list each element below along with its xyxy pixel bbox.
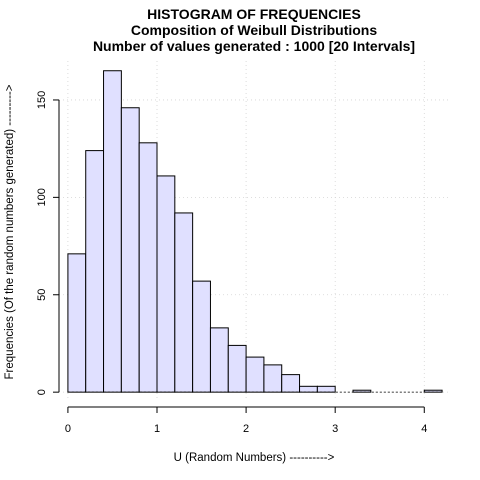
y-tick-label: 0 [36, 389, 48, 395]
histogram-bar [138, 142, 158, 393]
x-tick-label: 4 [421, 423, 427, 435]
histogram-bar [120, 107, 140, 393]
histogram-bar [245, 356, 265, 393]
y-axis-label: Frequencies (Of the random numbers gener… [4, 84, 16, 379]
x-axis-label: U (Random Numbers) ----------> [174, 452, 335, 464]
histogram-bar [352, 389, 372, 393]
histogram-bar [316, 385, 336, 393]
histogram-bar [103, 70, 122, 393]
x-tick-label: 3 [332, 423, 338, 435]
histogram-bar [192, 280, 211, 393]
x-axis: 0 1 2 3 4 [65, 406, 427, 435]
histogram-bar [85, 150, 105, 393]
chart-subtitle-count: Number of values generated : 1000 [20 In… [93, 38, 415, 54]
y-tick-label: 100 [36, 188, 48, 206]
histogram-bar [263, 364, 283, 393]
chart-title: HISTOGRAM OF FREQUENCIES [147, 6, 361, 22]
histogram-bar [227, 344, 247, 393]
histogram-bar [281, 374, 301, 393]
histogram-bar [299, 385, 318, 393]
x-tick-label: 1 [154, 423, 160, 435]
histogram-bar [156, 175, 176, 393]
histogram-bar [174, 212, 194, 393]
y-tick-label: 150 [36, 91, 48, 109]
histogram-bar [67, 253, 87, 393]
y-tick-label: 50 [36, 289, 48, 301]
chart-subtitle: Composition of Weibull Distributions [131, 22, 377, 38]
histogram-bar [209, 327, 229, 393]
x-tick-label: 0 [65, 423, 71, 435]
y-axis: 0 50 100 150 [36, 91, 60, 395]
x-tick-label: 2 [243, 423, 249, 435]
bars [67, 70, 443, 393]
